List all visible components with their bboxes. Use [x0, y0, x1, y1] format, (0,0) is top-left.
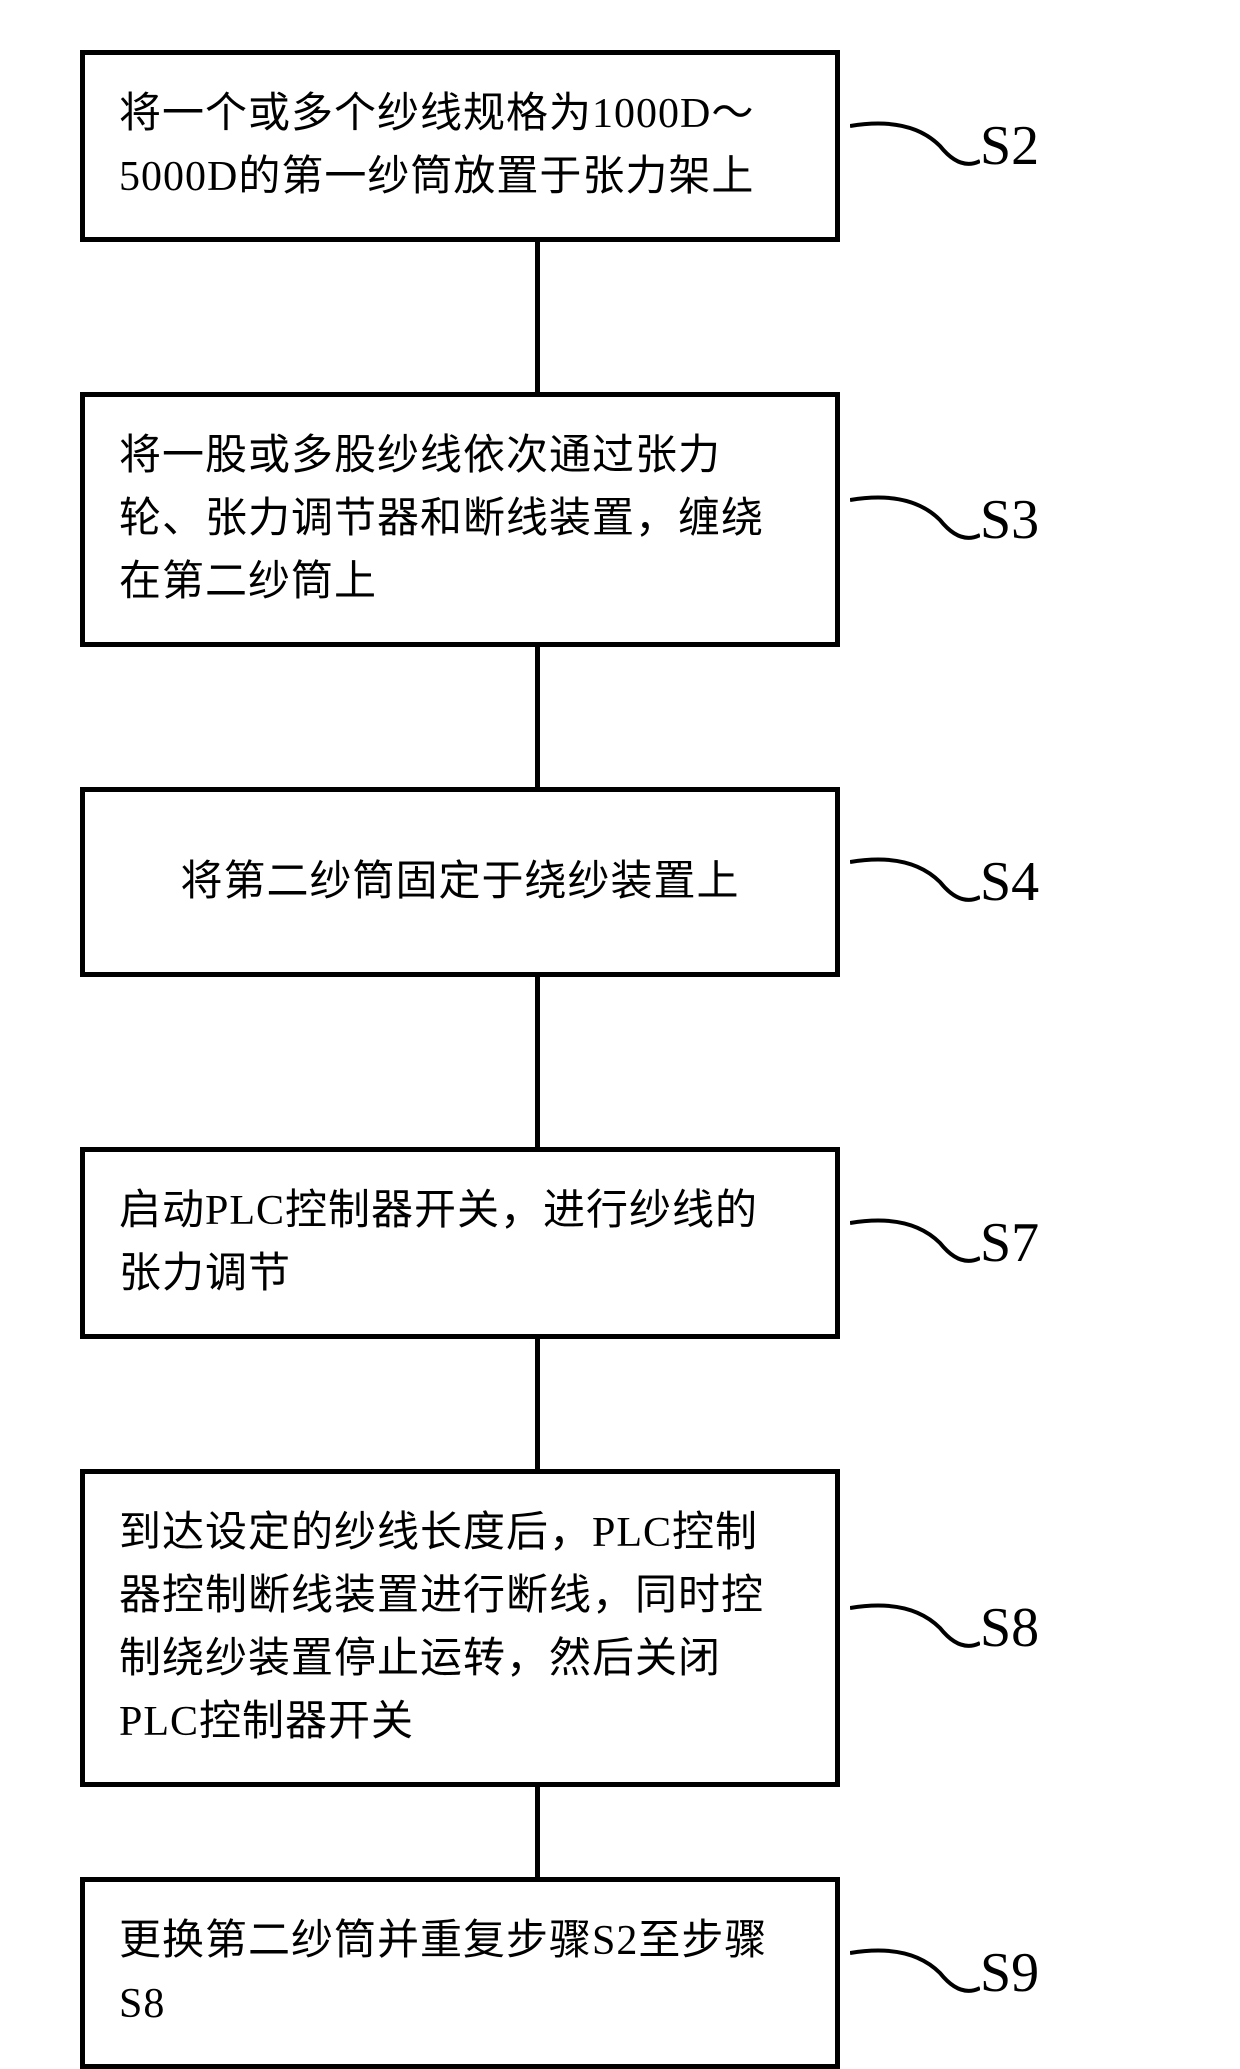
step-box: 到达设定的纱线长度后，PLC控制器控制断线装置进行断线，同时控制绕纱装置停止运转…	[80, 1469, 840, 1787]
step-box: 将第二纱筒固定于绕纱装置上	[80, 787, 840, 977]
step-text: 将一个或多个纱线规格为1000D～5000D的第一纱筒放置于张力架上	[119, 83, 801, 209]
connector-curve-icon	[850, 1598, 980, 1658]
flowchart-container: 将一个或多个纱线规格为1000D～5000D的第一纱筒放置于张力架上 S2 将一股或…	[0, 50, 1240, 2069]
connector-curve-icon	[850, 1943, 980, 2003]
step-box: 启动PLC控制器开关，进行纱线的张力调节	[80, 1147, 840, 1339]
step-row: 启动PLC控制器开关，进行纱线的张力调节 S7	[80, 1147, 1039, 1339]
step-label-text: S4	[980, 851, 1039, 913]
step-row: 更换第二纱筒并重复步骤S2至步骤S8 S9	[80, 1877, 1039, 2069]
step-label: S2	[980, 114, 1039, 178]
connector-curve-icon	[850, 490, 980, 550]
step-label-text: S3	[980, 489, 1039, 551]
step-label-text: S2	[980, 115, 1039, 177]
flow-connector	[535, 1339, 540, 1469]
flow-step: 将第二纱筒固定于绕纱装置上 S4	[80, 787, 1039, 1147]
connector-curve-icon	[850, 852, 980, 912]
step-row: 将一个或多个纱线规格为1000D～5000D的第一纱筒放置于张力架上 S2	[80, 50, 1039, 242]
step-label: S7	[980, 1211, 1039, 1275]
step-label-text: S7	[980, 1212, 1039, 1274]
step-box: 将一股或多股纱线依次通过张力轮、张力调节器和断线装置，缠绕在第二纱筒上	[80, 392, 840, 647]
step-label: S4	[980, 850, 1039, 914]
step-box: 将一个或多个纱线规格为1000D～5000D的第一纱筒放置于张力架上	[80, 50, 840, 242]
step-text: 将第二纱筒固定于绕纱装置上	[180, 851, 739, 914]
flow-connector	[535, 1787, 540, 1877]
connector-curve-icon	[850, 1213, 980, 1273]
step-row: 到达设定的纱线长度后，PLC控制器控制断线装置进行断线，同时控制绕纱装置停止运转…	[80, 1469, 1039, 1787]
connector-curve-icon	[850, 116, 980, 176]
flow-step: 到达设定的纱线长度后，PLC控制器控制断线装置进行断线，同时控制绕纱装置停止运转…	[80, 1469, 1039, 1877]
step-text: 到达设定的纱线长度后，PLC控制器控制断线装置进行断线，同时控制绕纱装置停止运转…	[119, 1502, 801, 1754]
step-box: 更换第二纱筒并重复步骤S2至步骤S8	[80, 1877, 840, 2069]
step-row: 将一股或多股纱线依次通过张力轮、张力调节器和断线装置，缠绕在第二纱筒上 S3	[80, 392, 1039, 647]
step-label-text: S9	[980, 1942, 1039, 2004]
step-text: 将一股或多股纱线依次通过张力轮、张力调节器和断线装置，缠绕在第二纱筒上	[119, 425, 801, 614]
step-text: 启动PLC控制器开关，进行纱线的张力调节	[119, 1180, 801, 1306]
flow-step: 更换第二纱筒并重复步骤S2至步骤S8 S9	[80, 1877, 1039, 2069]
flow-step: 将一股或多股纱线依次通过张力轮、张力调节器和断线装置，缠绕在第二纱筒上 S3	[80, 392, 1039, 787]
flow-step: 将一个或多个纱线规格为1000D～5000D的第一纱筒放置于张力架上 S2	[80, 50, 1039, 392]
flow-connector	[535, 647, 540, 787]
step-label-text: S8	[980, 1597, 1039, 1659]
flow-connector	[535, 242, 540, 392]
flow-step: 启动PLC控制器开关，进行纱线的张力调节 S7	[80, 1147, 1039, 1469]
step-text: 更换第二纱筒并重复步骤S2至步骤S8	[119, 1910, 801, 2036]
step-row: 将第二纱筒固定于绕纱装置上 S4	[80, 787, 1039, 977]
flow-connector	[535, 977, 540, 1147]
step-label: S9	[980, 1941, 1039, 2005]
step-label: S8	[980, 1596, 1039, 1660]
step-label: S3	[980, 488, 1039, 552]
